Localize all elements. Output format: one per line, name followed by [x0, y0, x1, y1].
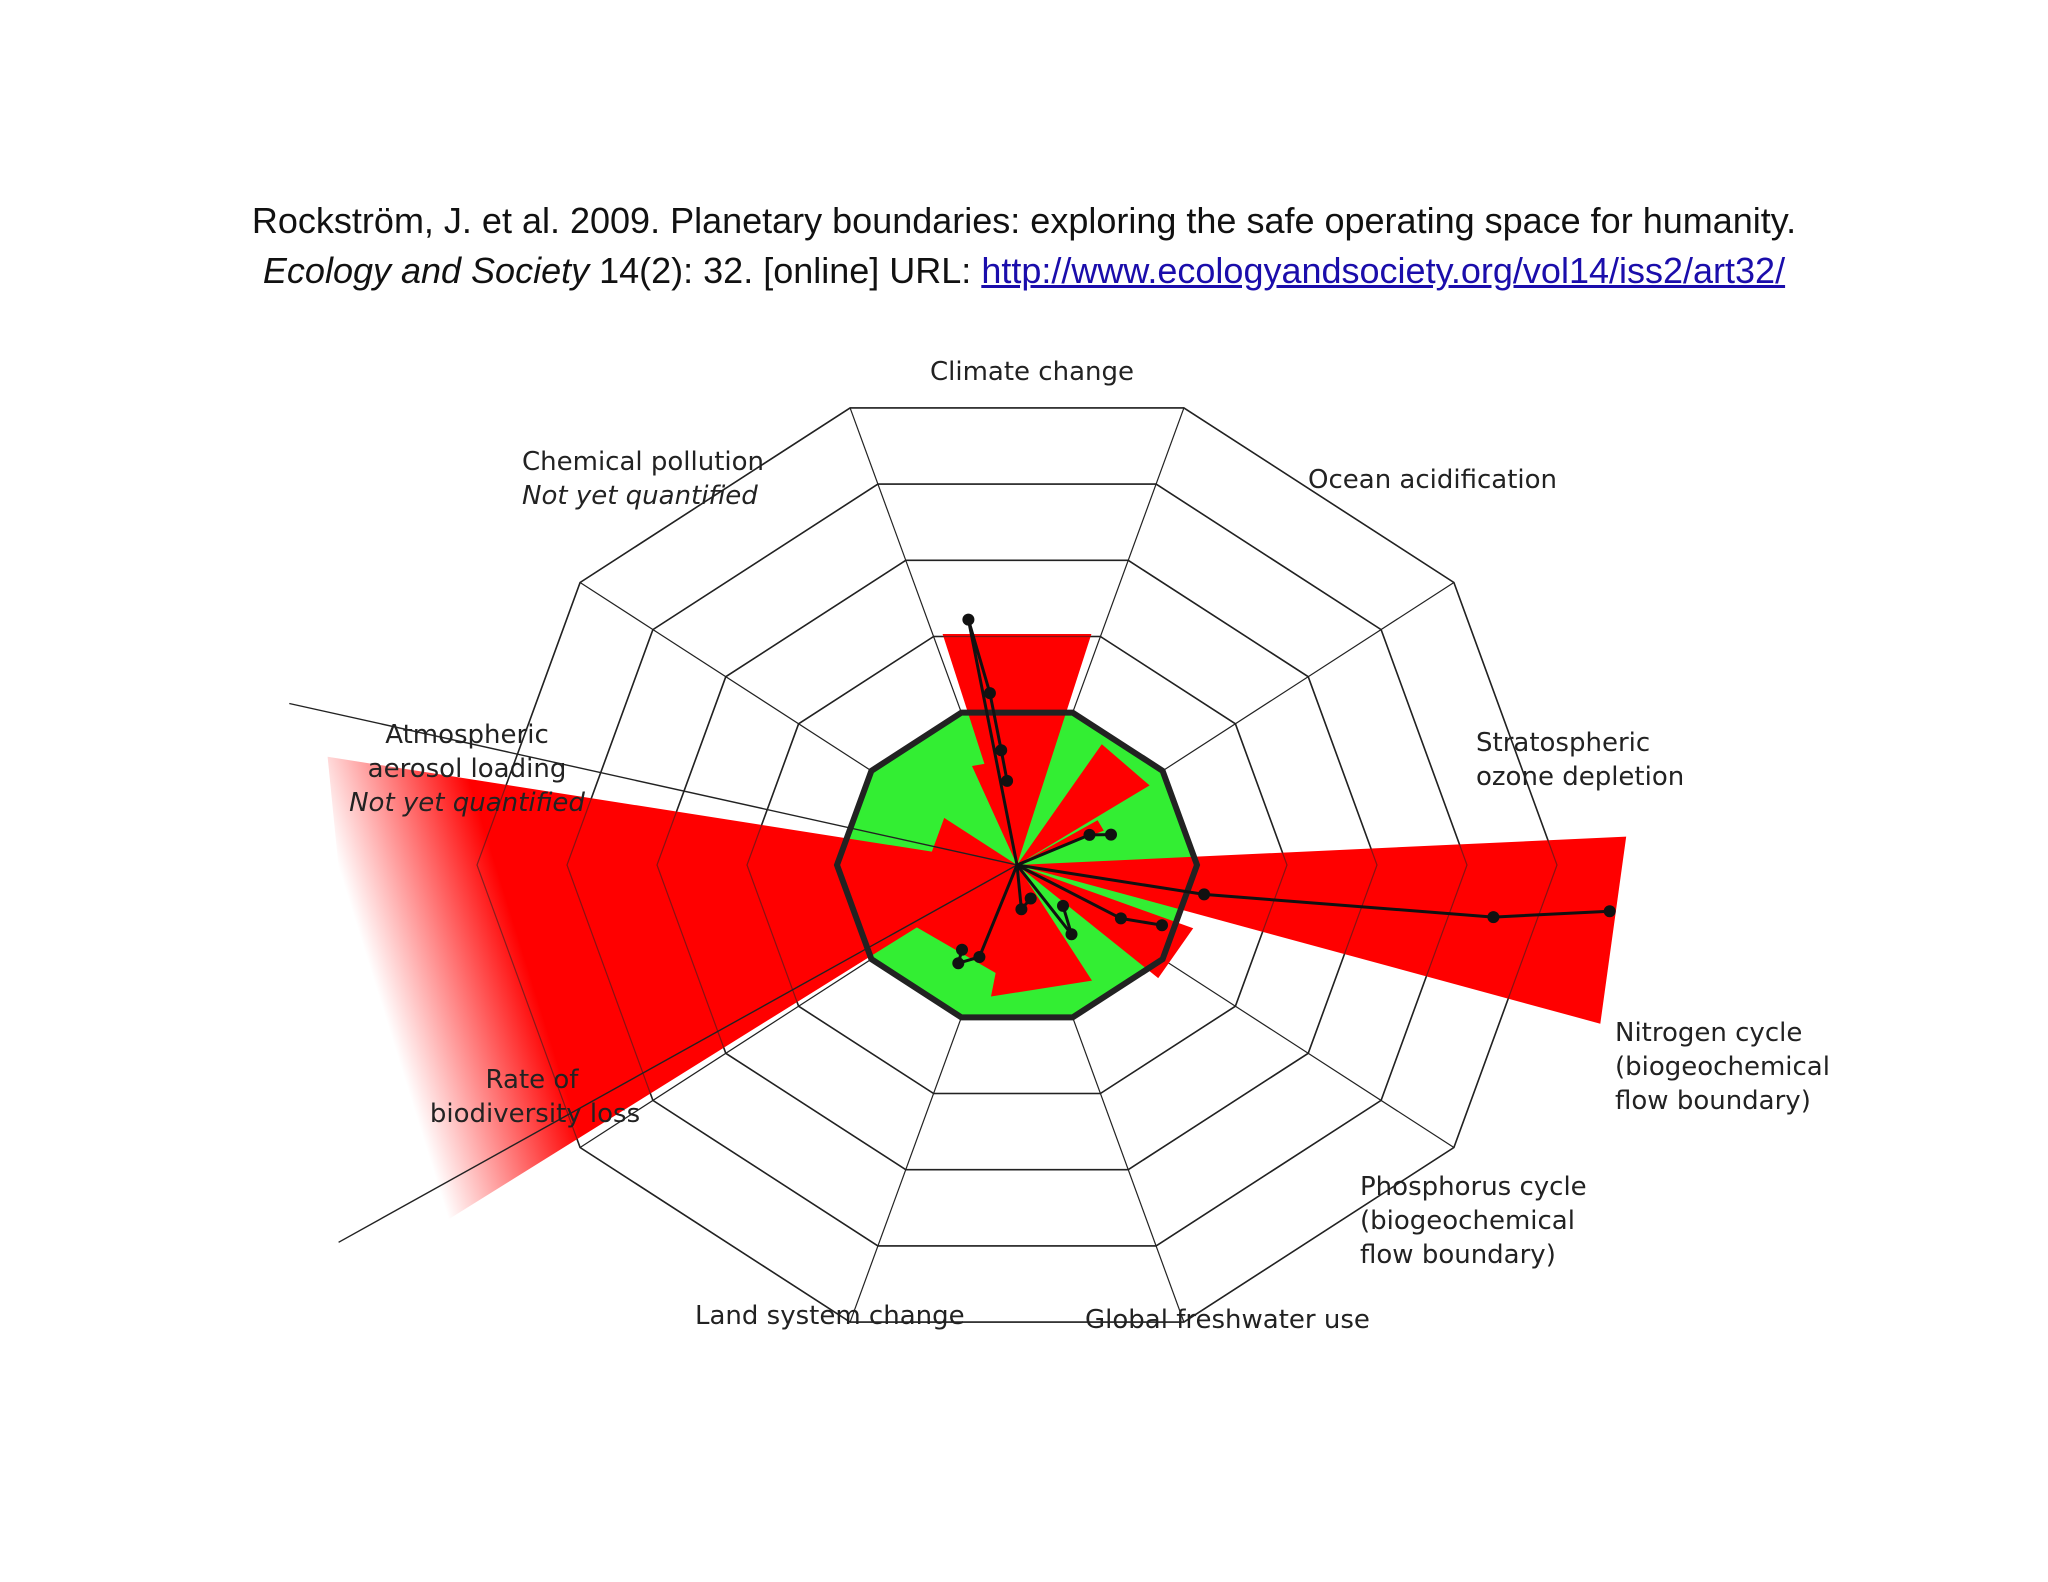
grid-overlay-ring-3: [746, 635, 1288, 1095]
wedge-nitrogen-cycle: [1017, 836, 1627, 1024]
grid-overlay-ring-5: [566, 483, 1468, 1247]
trace-climate-change-point-1: [962, 613, 975, 626]
diagram-labels: Climate change Ocean acidification Strat…: [349, 357, 1830, 1335]
trace-ocean-point-1: [1083, 828, 1096, 841]
biodiversity-edge-lower: [338, 864, 1018, 1243]
label-phosphorus-line-1: Phosphorus cycle: [1360, 1172, 1587, 1202]
label-phosphorus-line-2: (biogeochemical: [1360, 1206, 1575, 1236]
wedge-freshwater-use: [991, 865, 1092, 997]
safe-boundary-outline: [833, 709, 1201, 1021]
wedge-aerosol-loading: [927, 817, 1017, 865]
trace-nitrogen-point-2: [1487, 911, 1500, 924]
citation-line-2: Ecology and Society 14(2): 32. [online] …: [0, 250, 2048, 292]
label-chemical-line-1: Chemical pollution: [522, 447, 764, 477]
citation-title: Rockström, J. et al. 2009. Planetary bou…: [251, 200, 1797, 241]
label-ocean-acidification: Ocean acidification: [1308, 465, 1557, 495]
grid-overlay-ring-6: [476, 407, 1558, 1323]
wedge-phosphorus-cycle: [1017, 865, 1194, 979]
label-biodiversity-line-2: biodiversity loss: [430, 1099, 640, 1129]
wedge-ozone-depletion: [1017, 820, 1104, 865]
trace-phosphorus-point-2: [1156, 919, 1168, 932]
trace-land-inner-point-1: [1015, 903, 1028, 916]
trace-land-inner-point-2: [1024, 892, 1037, 905]
label-phosphorus-line-3: flow boundary): [1360, 1240, 1556, 1270]
citation-volume: 14(2): 32. [online] URL:: [589, 250, 982, 291]
wedge-land-system-change: [911, 865, 1017, 976]
trace-nitrogen-point-3: [1603, 905, 1616, 918]
label-nitrogen-line-2: (biogeochemical: [1615, 1052, 1830, 1082]
label-nitrogen-line-3: flow boundary): [1615, 1086, 1811, 1116]
trace-land-point-2: [952, 957, 965, 970]
label-aerosol-line-2: aerosol loading: [368, 754, 567, 784]
label-biodiversity-line-1: Rate of: [486, 1065, 580, 1095]
wedge-ocean-acidification: [1017, 744, 1150, 865]
safe-boundary: [833, 709, 1201, 1021]
trace-phosphorus-point-1: [1114, 912, 1127, 925]
citation-line-1: Rockström, J. et al. 2009. Planetary bou…: [0, 200, 2048, 242]
trace-land-point-1: [973, 951, 986, 963]
trace-climate-change-point-4: [1001, 774, 1014, 787]
grid-overlay-ring-4: [656, 559, 1378, 1171]
trace-freshwater-point-2: [1057, 899, 1069, 912]
label-aerosol-line-1: Atmospheric: [385, 720, 549, 750]
label-freshwater-use: Global freshwater use: [1085, 1305, 1370, 1335]
wedge-climate-change: [942, 634, 1092, 865]
measurement-points: [952, 613, 1616, 970]
trace-ocean-point-2: [1105, 828, 1117, 841]
trace-climate-change-point-3: [995, 744, 1008, 757]
label-climate-change: Climate change: [930, 357, 1134, 387]
trace-land-line: [956, 864, 1019, 966]
label-ozone-line-1: Stratospheric: [1476, 728, 1650, 758]
label-land-system-change: Land system change: [695, 1301, 965, 1331]
label-ozone-line-2: ozone depletion: [1476, 762, 1684, 792]
label-chemical-line-2: Not yet quantified: [522, 481, 758, 511]
label-aerosol-line-3: Not yet quantified: [349, 788, 585, 818]
trace-nitrogen-point-1: [1198, 888, 1211, 901]
label-nitrogen-line-1: Nitrogen cycle: [1615, 1018, 1802, 1048]
citation-journal: Ecology and Society: [262, 250, 590, 291]
biodiversity-edge-upper: [289, 702, 1018, 866]
trace-freshwater-point-1: [1065, 928, 1078, 941]
trace-land-point-3: [956, 943, 968, 956]
trace-climate-change-point-2: [983, 687, 996, 700]
citation-url-link[interactable]: http://www.ecologyandsociety.org/vol14/i…: [981, 250, 1786, 291]
trace-nitrogen-line: [1016, 863, 1610, 919]
